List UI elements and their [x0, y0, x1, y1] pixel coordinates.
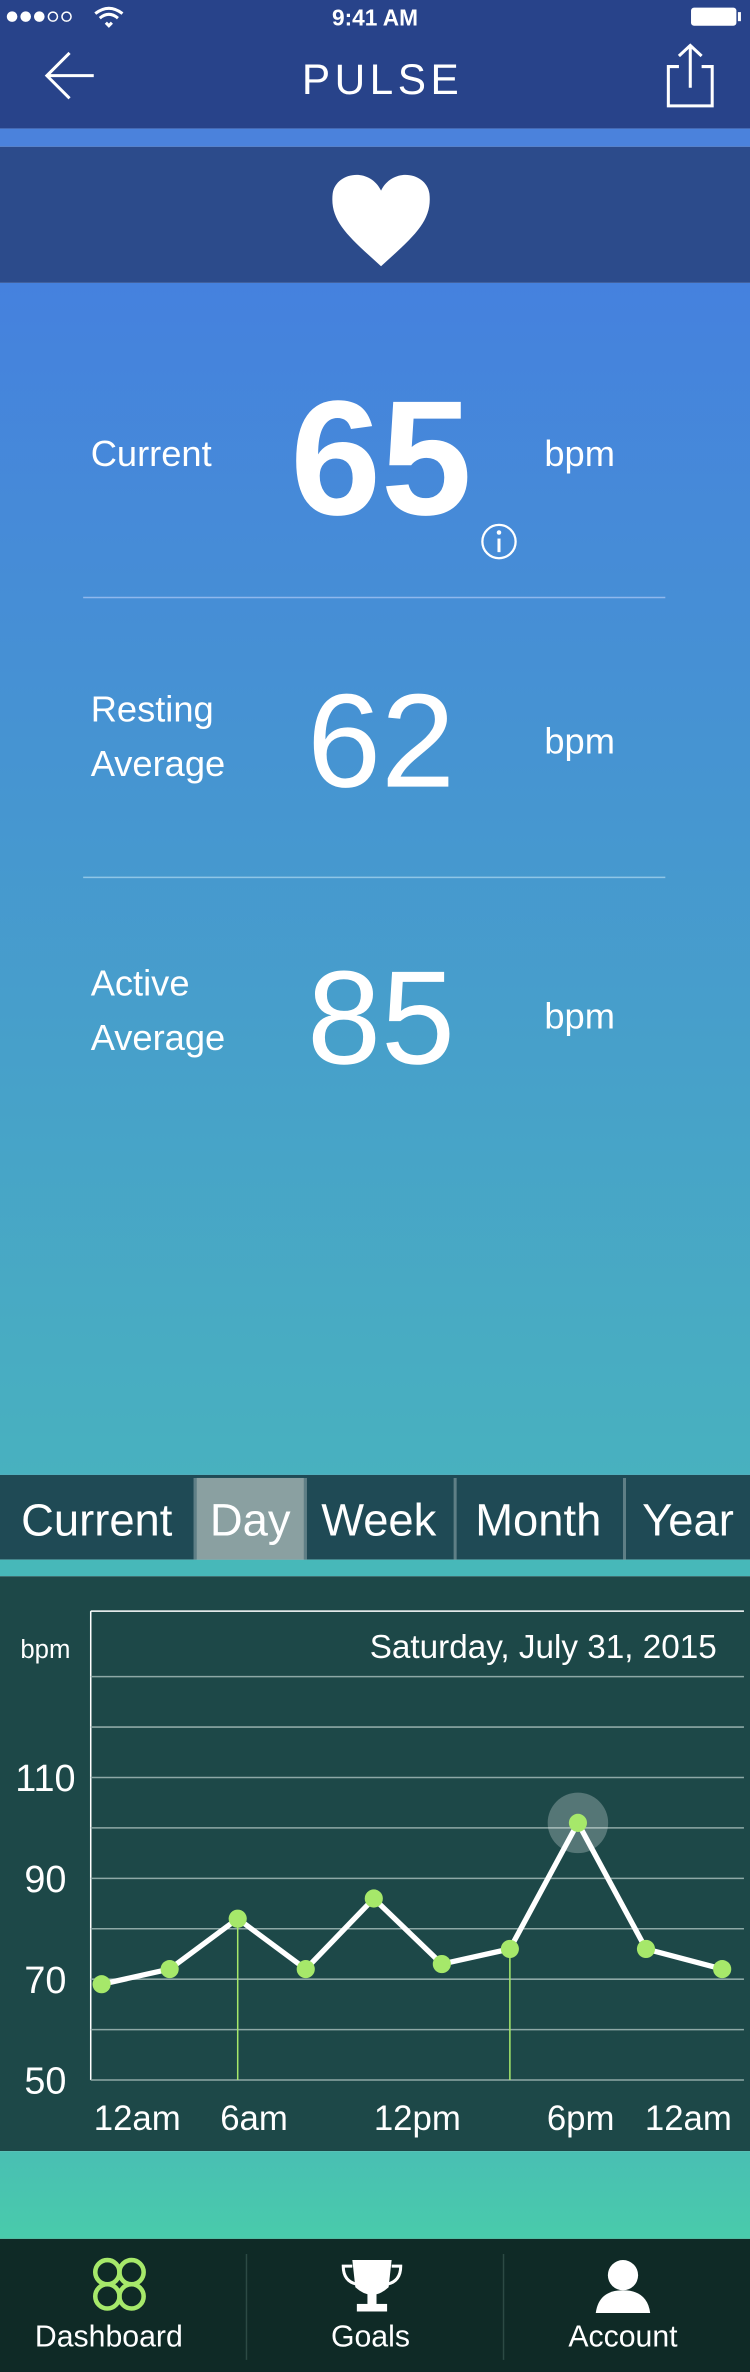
data-point — [568, 1813, 587, 1832]
stats-bg — [0, 282, 750, 1475]
stat-unit: bpm — [544, 996, 615, 1037]
dashboard-icon — [92, 2257, 146, 2311]
tab[interactable]: Week — [321, 1494, 436, 1545]
x-tick-label: 12am — [94, 2100, 181, 2138]
nav-item[interactable]: Dashboard — [35, 2320, 183, 2353]
gap — [0, 1559, 750, 1577]
signal — [6, 11, 72, 22]
stat-value: 85 — [307, 944, 455, 1092]
tab[interactable]: Year — [642, 1494, 734, 1545]
y-tick-label: 110 — [15, 1758, 75, 1800]
tab[interactable]: Current — [21, 1494, 173, 1545]
info-icon[interactable] — [481, 523, 517, 560]
y-tick-label: 70 — [24, 1960, 66, 2002]
stat-label: Current — [91, 433, 212, 474]
y-axis-label: bpm — [20, 1636, 70, 1664]
data-point — [500, 1939, 519, 1959]
tab[interactable]: Day — [210, 1494, 291, 1545]
wifi-icon — [94, 6, 124, 28]
data-point — [713, 1960, 732, 1979]
lower-bg — [0, 2151, 750, 2239]
chart-bg — [0, 1576, 750, 2152]
tab[interactable]: Month — [475, 1494, 601, 1545]
data-point — [296, 1960, 315, 1979]
battery — [691, 7, 741, 26]
stat-unit: bpm — [544, 433, 615, 474]
strip — [0, 128, 750, 147]
share-button[interactable] — [666, 43, 714, 108]
data-point — [92, 1975, 111, 1994]
stat-unit: bpm — [544, 720, 615, 761]
header-title: PULSE — [302, 56, 463, 103]
x-tick-label: 12am — [645, 2100, 732, 2138]
stat-label: Average — [91, 743, 225, 784]
data-point — [364, 1889, 383, 1908]
stat-label: Average — [91, 1017, 225, 1058]
header-bg — [0, 0, 750, 129]
data-point — [636, 1939, 656, 1959]
x-tick-label: 12pm — [374, 2100, 461, 2138]
nav-item[interactable]: Account — [568, 2320, 678, 2353]
stat-label: Active — [91, 962, 190, 1003]
data-point — [228, 1909, 247, 1928]
data-point — [160, 1960, 179, 1979]
tab-selected-bg — [196, 1477, 304, 1560]
pulse-line — [101, 1820, 723, 1987]
y-tick-label: 90 — [24, 1859, 66, 1901]
account-icon — [595, 2260, 651, 2314]
heart-icon — [332, 174, 430, 267]
chart-date: Saturday, July 31, 2015 — [370, 1629, 717, 1666]
y-tick-label: 50 — [24, 2061, 66, 2103]
stat-value: 65 — [290, 366, 472, 549]
stat-value: 62 — [307, 668, 455, 816]
data-point — [432, 1954, 451, 1974]
goals-icon — [341, 2260, 403, 2312]
x-tick-label: 6pm — [547, 2100, 615, 2138]
status-time: 9:41 AM — [332, 5, 418, 31]
back-button[interactable] — [44, 51, 94, 100]
x-tick-label: 6am — [220, 2100, 288, 2138]
nav-item[interactable]: Goals — [331, 2320, 410, 2353]
stat-label: Resting — [91, 689, 214, 730]
